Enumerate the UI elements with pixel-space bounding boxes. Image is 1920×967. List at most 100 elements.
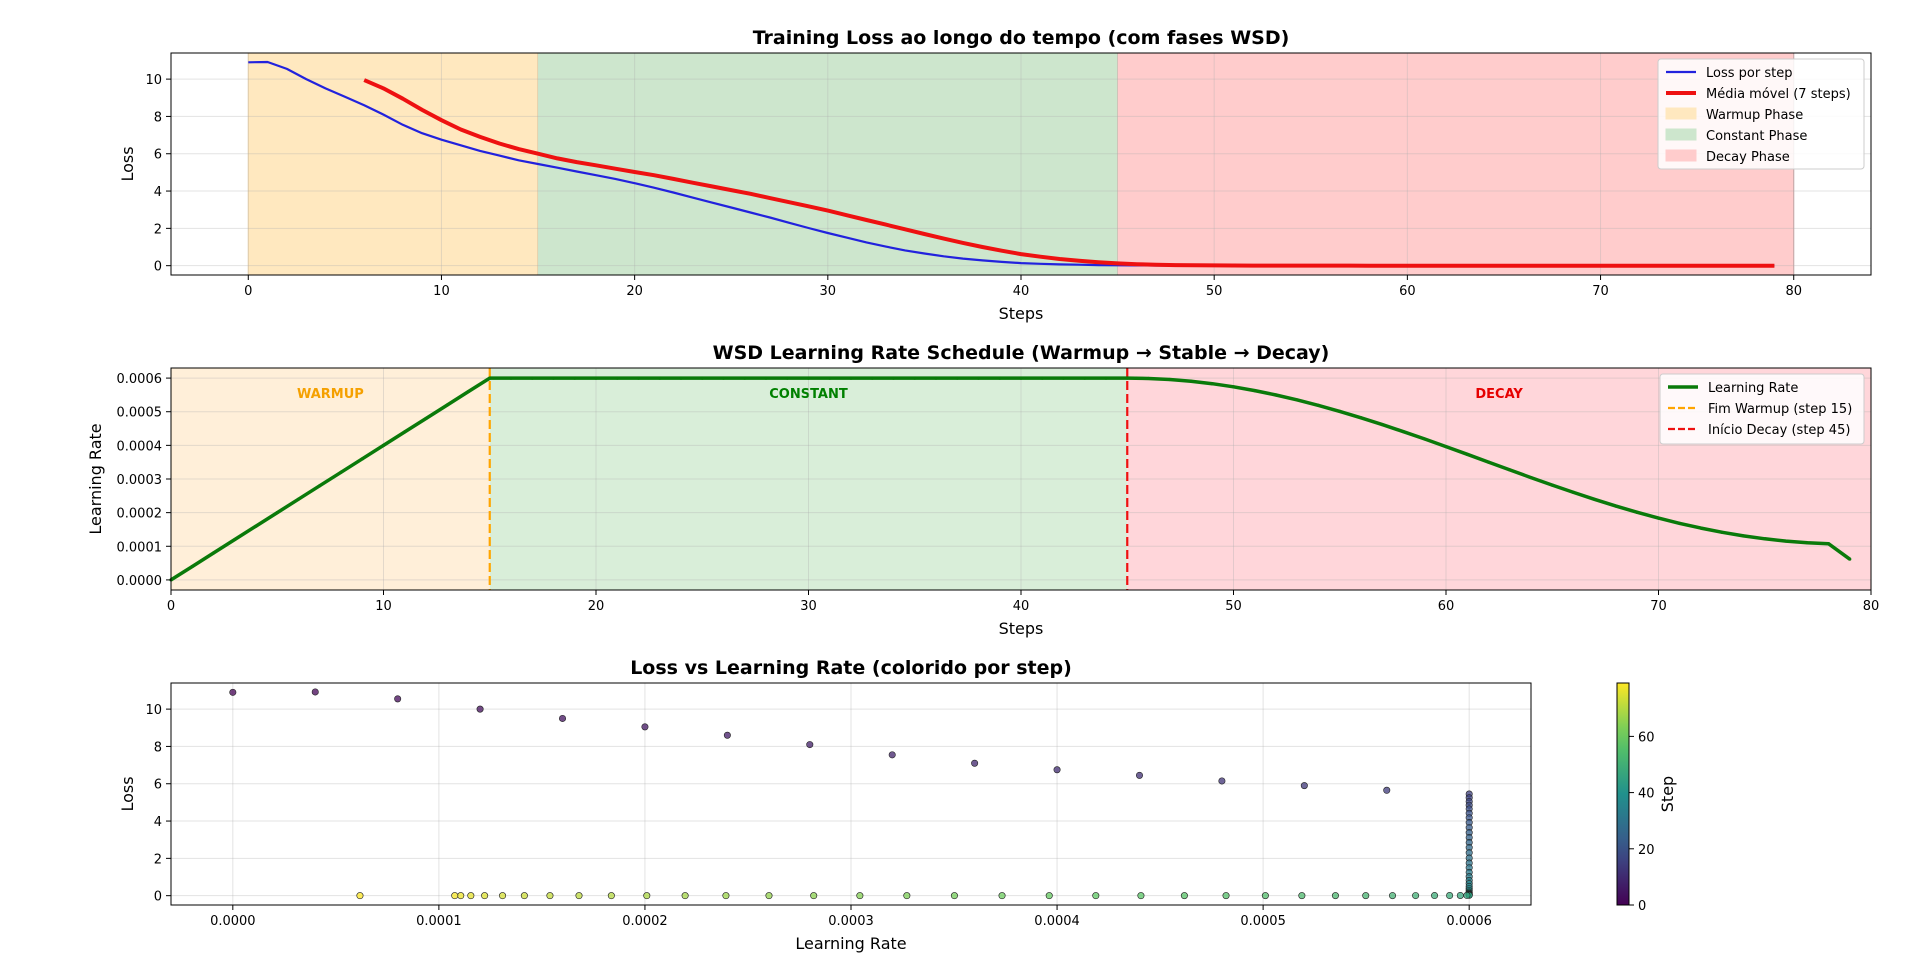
colorbar-bar (1616, 682, 1630, 906)
legend-entry-decay-start: Início Decay (step 45) (1708, 423, 1850, 438)
learning-rate-marker (1763, 537, 1767, 541)
learning-rate-marker (1784, 539, 1788, 543)
scatter-point (457, 892, 465, 900)
phase-bands: WARMUP CONSTANT DECAY (171, 368, 1871, 590)
learning-rate-marker (721, 376, 726, 380)
legend-entry-decay-swatch (1665, 149, 1697, 162)
series (169, 376, 1852, 582)
scatter-point (1389, 892, 1397, 900)
x-tick-label: 60 (1399, 284, 1416, 299)
scatter-point (950, 892, 958, 900)
learning-rate-marker (1614, 504, 1618, 508)
learning-rate-marker (296, 497, 301, 501)
scatter-point (476, 705, 484, 713)
learning-rate-marker (1338, 409, 1342, 413)
scatter-point (1431, 892, 1439, 900)
y-tick-label: 8 (154, 110, 162, 125)
scatter-point (1446, 892, 1454, 900)
legend-entry-decay: Decay Phase (1706, 150, 1790, 165)
scatter-point (1137, 892, 1145, 900)
learning-rate-marker (1083, 376, 1087, 380)
learning-rate-marker (1316, 403, 1321, 408)
learning-rate-marker (1593, 497, 1597, 502)
learning-rate-marker (594, 376, 598, 380)
learning-rate-marker (403, 430, 407, 434)
x-tick-label: 40 (1013, 599, 1030, 614)
x-tick-label: 0.0003 (828, 914, 874, 929)
colorbar-tick-label: 0 (1638, 899, 1646, 914)
scatter-point (1300, 782, 1308, 790)
learning-rate-marker (551, 376, 556, 380)
learning-rate-marker (1635, 510, 1639, 514)
scatter-point (1053, 766, 1061, 774)
x-axis-label: Steps (999, 304, 1044, 323)
loss-vs-lr-chart: 0.0000 0.0001 0.0002 0.0003 0.0004 0.0005 0.00… (118, 657, 1677, 953)
x-axis-label: Learning Rate (795, 934, 906, 953)
learning-rate-marker (1805, 541, 1809, 545)
x-tick-label: 50 (1225, 599, 1242, 614)
learning-rate-marker (1699, 526, 1703, 530)
chart-title: Loss vs Learning Rate (colorido por step… (630, 657, 1072, 679)
scatter-point (520, 892, 528, 900)
legend-entry-warmup-swatch (1665, 107, 1697, 120)
learning-rate-marker (785, 376, 789, 380)
x-tick-label: 0.0006 (1446, 914, 1492, 929)
learning-rate-marker (764, 376, 768, 380)
x-tick-label: 40 (1013, 284, 1030, 299)
scatter-point (643, 892, 651, 900)
learning-rate-marker (1019, 376, 1023, 380)
learning-rate-marker (1848, 557, 1852, 561)
learning-rate-marker (1550, 483, 1554, 487)
y-tick-label: 10 (145, 73, 162, 88)
ticks: 0 10 20 30 40 50 60 70 80 0.0000 0.0001 0.0002 0.000… (117, 372, 1880, 614)
y-tick-label: 4 (154, 815, 162, 830)
x-tick-label: 80 (1863, 599, 1880, 614)
learning-rate-marker (190, 564, 194, 569)
x-tick-label: 10 (433, 284, 450, 299)
learning-rate-marker (1274, 393, 1278, 397)
learning-rate-marker (318, 484, 322, 488)
colorbar-tick-label: 60 (1638, 730, 1655, 745)
x-tick-label: 30 (820, 284, 837, 299)
legend-entry-learning-rate: Learning Rate (1708, 381, 1798, 396)
x-axis-label: Steps (999, 619, 1044, 638)
scatter-point (998, 892, 1006, 900)
learning-rate-marker (1741, 534, 1746, 538)
learning-rate-marker (1168, 377, 1172, 382)
legend-entry-constant: Constant Phase (1706, 129, 1807, 144)
x-tick-label: 30 (800, 599, 817, 614)
legend-entry-constant-swatch (1665, 128, 1697, 141)
scatter-point (681, 892, 689, 900)
scatter-point (1362, 892, 1370, 900)
learning-rate-marker (658, 376, 662, 380)
learning-rate-marker (1295, 398, 1299, 402)
legend: Loss por step Média móvel (7 steps) Warmup… (1657, 58, 1865, 170)
scatter-point (559, 714, 567, 722)
x-tick-label: 0 (244, 284, 252, 299)
y-tick-label: 4 (154, 185, 162, 200)
scatter-point (1180, 892, 1188, 900)
legend-box (1657, 58, 1865, 170)
learning-rate-marker (1146, 376, 1151, 381)
series (248, 60, 1775, 268)
learning-rate-marker (1529, 475, 1533, 480)
scatter-point (1261, 892, 1269, 900)
legend-box (1659, 373, 1865, 445)
scatter-point (1218, 777, 1226, 785)
colorbar-tick-label: 20 (1638, 843, 1655, 858)
legend-entry-loss: Loss por step (1706, 66, 1792, 81)
learning-rate-marker (1720, 530, 1724, 534)
scatter-point (546, 892, 554, 900)
y-tick-label: 0.0003 (117, 473, 163, 488)
scatter-point (765, 892, 773, 900)
learning-rate-marker (1359, 416, 1363, 420)
x-tick-label: 20 (588, 599, 605, 614)
x-tick-label: 10 (375, 599, 392, 614)
learning-rate-marker (998, 376, 1002, 380)
learning-rate-marker (1210, 382, 1214, 386)
learning-rate-chart: WARMUP CONSTANT DECAY 0 10 20 30 40 50 60 70 80 0.0… (86, 342, 1879, 638)
learning-rate-marker (1104, 376, 1108, 380)
moving-average-line (363, 78, 1775, 268)
scatter-point (311, 688, 319, 696)
